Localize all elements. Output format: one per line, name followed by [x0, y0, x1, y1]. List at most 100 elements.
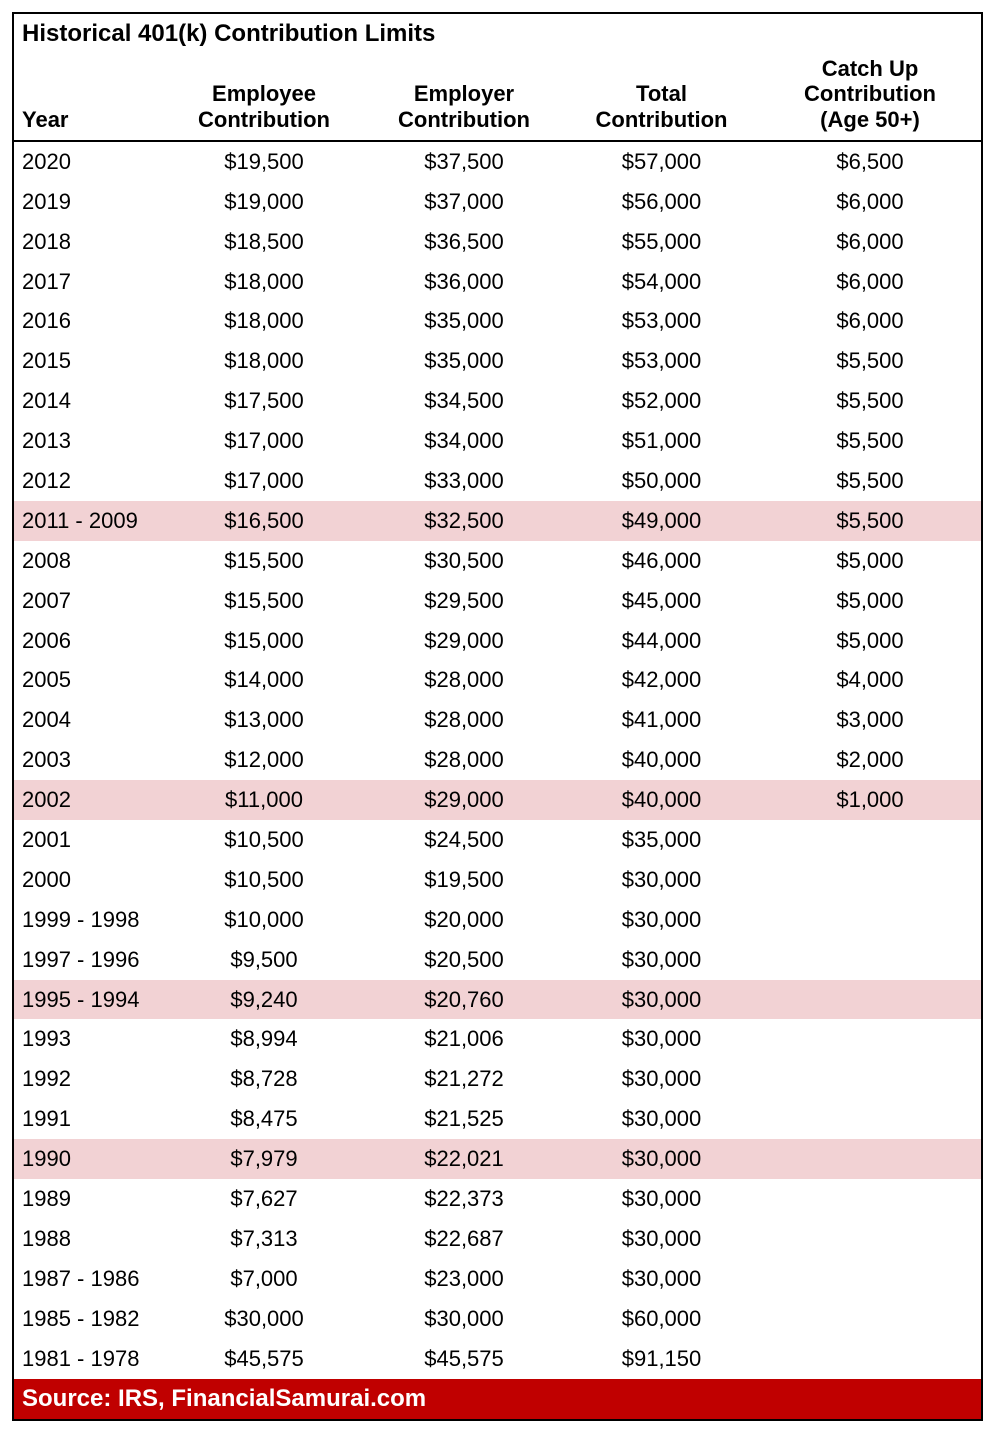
cell-employer: $20,500: [364, 940, 564, 980]
cell-catchup: [759, 1019, 981, 1059]
cell-year: 2007: [14, 581, 164, 621]
cell-year: 2002: [14, 780, 164, 820]
cell-employer: $37,000: [364, 182, 564, 222]
cell-year: 1981 - 1978: [14, 1339, 164, 1379]
cell-employer: $29,500: [364, 581, 564, 621]
cell-employer: $30,500: [364, 541, 564, 581]
table-row: 2016$18,000$35,000$53,000$6,000: [14, 301, 981, 341]
table-footer-source: Source: IRS, FinancialSamurai.com: [14, 1379, 981, 1419]
cell-total: $30,000: [564, 900, 759, 940]
cell-catchup: [759, 1099, 981, 1139]
table-row: 2003$12,000$28,000$40,000$2,000: [14, 740, 981, 780]
cell-employee: $18,000: [164, 301, 364, 341]
table-row: 2020$19,500$37,500$57,000$6,500: [14, 141, 981, 182]
cell-year: 1997 - 1996: [14, 940, 164, 980]
cell-employee: $15,000: [164, 621, 364, 661]
cell-year: 2004: [14, 700, 164, 740]
cell-catchup: $6,000: [759, 182, 981, 222]
cell-employer: $28,000: [364, 740, 564, 780]
cell-catchup: $5,500: [759, 341, 981, 381]
cell-total: $40,000: [564, 740, 759, 780]
cell-total: $50,000: [564, 461, 759, 501]
table-row: 2008$15,500$30,500$46,000$5,000: [14, 541, 981, 581]
cell-employee: $7,627: [164, 1179, 364, 1219]
cell-total: $44,000: [564, 621, 759, 661]
cell-employee: $18,000: [164, 262, 364, 302]
cell-total: $52,000: [564, 381, 759, 421]
col-header-year: Year: [14, 52, 164, 141]
cell-year: 2019: [14, 182, 164, 222]
cell-year: 2011 - 2009: [14, 501, 164, 541]
cell-employer: $45,575: [364, 1339, 564, 1379]
cell-employer: $22,021: [364, 1139, 564, 1179]
cell-employer: $19,500: [364, 860, 564, 900]
cell-catchup: $6,000: [759, 262, 981, 302]
table-row: 2014$17,500$34,500$52,000$5,500: [14, 381, 981, 421]
cell-year: 2000: [14, 860, 164, 900]
cell-employee: $15,500: [164, 581, 364, 621]
cell-employer: $35,000: [364, 341, 564, 381]
cell-year: 1990: [14, 1139, 164, 1179]
cell-year: 2015: [14, 341, 164, 381]
cell-employer: $34,500: [364, 381, 564, 421]
cell-catchup: $5,500: [759, 501, 981, 541]
cell-total: $55,000: [564, 222, 759, 262]
cell-employee: $10,500: [164, 860, 364, 900]
cell-year: 2003: [14, 740, 164, 780]
cell-catchup: [759, 940, 981, 980]
cell-year: 2014: [14, 381, 164, 421]
cell-employee: $17,500: [164, 381, 364, 421]
cell-total: $57,000: [564, 141, 759, 182]
cell-year: 1993: [14, 1019, 164, 1059]
cell-year: 2016: [14, 301, 164, 341]
cell-total: $41,000: [564, 700, 759, 740]
cell-catchup: $6,000: [759, 222, 981, 262]
cell-year: 1999 - 1998: [14, 900, 164, 940]
cell-year: 2013: [14, 421, 164, 461]
cell-total: $51,000: [564, 421, 759, 461]
cell-catchup: [759, 1139, 981, 1179]
cell-year: 2005: [14, 660, 164, 700]
table-title: Historical 401(k) Contribution Limits: [14, 14, 981, 52]
table-row: 2000$10,500$19,500$30,000: [14, 860, 981, 900]
cell-employee: $8,994: [164, 1019, 364, 1059]
cell-employer: $29,000: [364, 780, 564, 820]
cell-employer: $22,373: [364, 1179, 564, 1219]
cell-year: 1992: [14, 1059, 164, 1099]
cell-employee: $7,979: [164, 1139, 364, 1179]
table-row: 2004$13,000$28,000$41,000$3,000: [14, 700, 981, 740]
cell-employee: $19,500: [164, 141, 364, 182]
cell-employer: $20,000: [364, 900, 564, 940]
table-row: 1988$7,313$22,687$30,000: [14, 1219, 981, 1259]
cell-catchup: [759, 820, 981, 860]
cell-employee: $12,000: [164, 740, 364, 780]
cell-year: 2001: [14, 820, 164, 860]
cell-total: $91,150: [564, 1339, 759, 1379]
cell-employee: $8,728: [164, 1059, 364, 1099]
cell-total: $56,000: [564, 182, 759, 222]
cell-employee: $9,240: [164, 980, 364, 1020]
table-row: 2018$18,500$36,500$55,000$6,000: [14, 222, 981, 262]
cell-catchup: [759, 1179, 981, 1219]
cell-catchup: [759, 1219, 981, 1259]
cell-employee: $14,000: [164, 660, 364, 700]
cell-year: 1989: [14, 1179, 164, 1219]
cell-employee: $11,000: [164, 780, 364, 820]
table-row: 2005$14,000$28,000$42,000$4,000: [14, 660, 981, 700]
table-row: 1993$8,994$21,006$30,000: [14, 1019, 981, 1059]
table-row: 2019$19,000$37,000$56,000$6,000: [14, 182, 981, 222]
cell-total: $30,000: [564, 1139, 759, 1179]
cell-catchup: $5,500: [759, 381, 981, 421]
table-header: Year EmployeeContribution EmployerContri…: [14, 52, 981, 141]
cell-total: $60,000: [564, 1299, 759, 1339]
cell-catchup: [759, 980, 981, 1020]
cell-catchup: $5,000: [759, 541, 981, 581]
cell-total: $30,000: [564, 1219, 759, 1259]
cell-catchup: [759, 1299, 981, 1339]
cell-employer: $21,525: [364, 1099, 564, 1139]
cell-employee: $16,500: [164, 501, 364, 541]
table-row: 1995 - 1994$9,240$20,760$30,000: [14, 980, 981, 1020]
cell-employee: $7,313: [164, 1219, 364, 1259]
cell-catchup: [759, 900, 981, 940]
cell-catchup: $3,000: [759, 700, 981, 740]
